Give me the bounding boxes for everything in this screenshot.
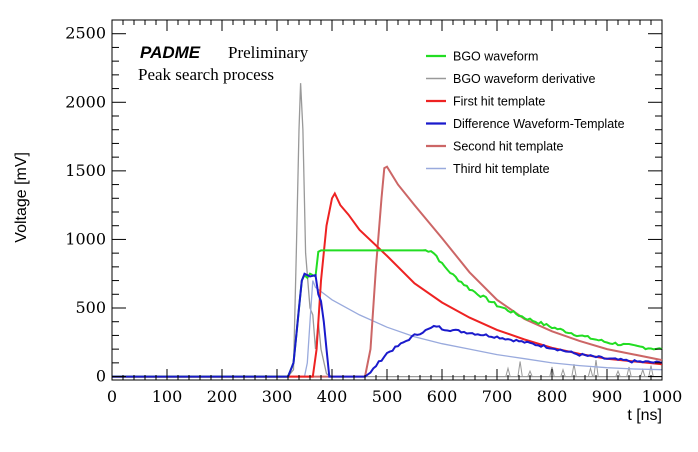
legend-label-3: First hit template bbox=[453, 95, 545, 109]
x-tick-label: 400 bbox=[317, 387, 348, 406]
x-axis-title: t [ns] bbox=[627, 407, 662, 424]
x-tick-label: 800 bbox=[537, 387, 568, 406]
x-tick-label: 200 bbox=[207, 387, 238, 406]
series-line-6 bbox=[112, 280, 663, 378]
y-tick-label: 2000 bbox=[65, 92, 106, 111]
derivative-spike bbox=[587, 366, 594, 377]
x-tick-label: 900 bbox=[592, 387, 623, 406]
legend-label-1: BGO waveform bbox=[453, 50, 538, 64]
y-tick-label: 1000 bbox=[65, 229, 106, 248]
annotation-experiment: PADME bbox=[140, 43, 201, 62]
legend-label-5: Second hit template bbox=[453, 140, 564, 154]
x-tick-label: 100 bbox=[152, 387, 183, 406]
derivative-spike bbox=[593, 360, 599, 377]
y-axis-title: Voltage [mV] bbox=[13, 152, 30, 243]
x-tick-label: 500 bbox=[372, 387, 403, 406]
derivative-spike bbox=[571, 364, 577, 377]
derivative-spike bbox=[505, 366, 511, 377]
x-tick-label: 600 bbox=[427, 387, 458, 406]
derivative-spike bbox=[615, 369, 621, 377]
y-tick-label: 500 bbox=[75, 298, 106, 317]
legend: BGO waveform BGO waveform derivative First… bbox=[426, 50, 625, 176]
derivative-spike bbox=[527, 369, 533, 377]
x-tick-label: 1000 bbox=[642, 387, 683, 406]
series-line-1 bbox=[112, 249, 663, 378]
derivative-spike bbox=[640, 368, 646, 377]
y-tick-label: 0 bbox=[96, 367, 106, 386]
series-line-5 bbox=[112, 165, 663, 378]
axes-group: 0 100 200 300 400 500 600 700 800 900 1000 0 500 1000… bbox=[65, 19, 683, 406]
x-tick-label: 0 bbox=[107, 387, 117, 406]
derivative-spike bbox=[648, 365, 654, 377]
derivative-spike bbox=[560, 368, 566, 377]
annotation-status: Preliminary bbox=[228, 43, 309, 62]
y-tick-label: 1500 bbox=[65, 161, 106, 180]
series-line-4 bbox=[112, 272, 663, 378]
annotation-caption: Peak search process bbox=[138, 65, 274, 84]
legend-label-4: Difference Waveform-Template bbox=[453, 117, 625, 131]
series-line-3 bbox=[112, 191, 663, 378]
derivative-spike bbox=[626, 366, 632, 377]
x-tick-label: 300 bbox=[262, 387, 293, 406]
derivative-spike bbox=[549, 366, 555, 377]
x-tick-label: 700 bbox=[482, 387, 513, 406]
legend-label-2: BGO waveform derivative bbox=[453, 72, 595, 86]
derivative-spike bbox=[517, 361, 523, 377]
series-group bbox=[112, 83, 663, 378]
y-tick-label: 2500 bbox=[65, 24, 106, 43]
legend-label-6: Third hit template bbox=[453, 162, 550, 176]
